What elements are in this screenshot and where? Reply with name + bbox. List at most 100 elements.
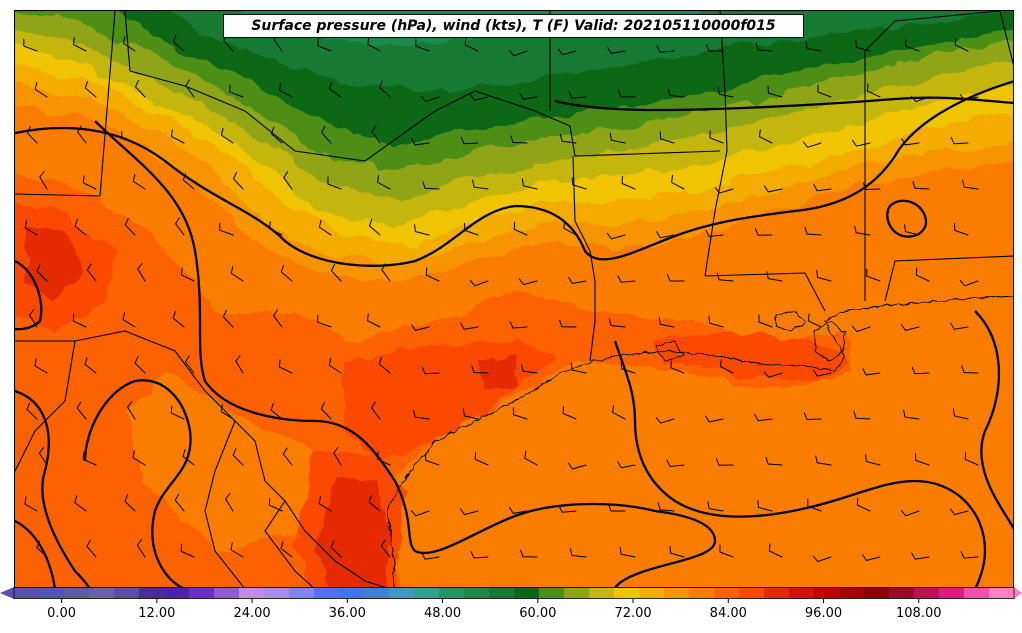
colorbar-swatch <box>689 587 715 599</box>
colorbar-over-arrow <box>1014 587 1022 599</box>
wind-barb <box>520 364 538 374</box>
wind-barb <box>283 171 293 190</box>
wind-barb <box>949 508 969 516</box>
wind-barb <box>817 84 832 98</box>
colorbar-tick-label: 48.00 <box>423 606 462 621</box>
wind-barb <box>900 324 920 331</box>
wind-barb <box>807 313 822 328</box>
wind-barb <box>328 358 342 374</box>
wind-barb <box>282 447 293 466</box>
wind-barb <box>378 356 391 374</box>
colorbar-tick-label: 60.00 <box>519 606 557 621</box>
wind-barb <box>26 126 38 144</box>
wind-barb <box>425 267 440 282</box>
pressure-contours <box>15 80 1013 587</box>
border-red-river <box>129 70 571 162</box>
wind-barb <box>903 409 920 420</box>
colorbar-swatch <box>239 587 265 599</box>
wind-barb <box>26 402 38 420</box>
wind-barb <box>766 271 783 282</box>
wind-barb <box>854 225 871 236</box>
colorbar-swatch <box>364 587 390 599</box>
wind-barb <box>519 92 538 100</box>
isobar-ms-valley <box>554 96 1013 112</box>
isobar-gulf-east <box>613 340 987 587</box>
wind-barb <box>280 541 293 558</box>
border-mexico-states-3 <box>264 500 314 587</box>
wind-barb <box>34 82 48 98</box>
colorbar-tick-label: 12.00 <box>138 606 176 621</box>
wind-barb <box>524 450 538 466</box>
border-ar-la <box>569 125 721 157</box>
wind-barb <box>279 83 293 98</box>
wind-barb <box>618 89 636 98</box>
wind-barb <box>856 497 871 512</box>
wind-barb <box>469 280 489 287</box>
wind-barb <box>232 448 244 466</box>
wind-barb <box>72 37 87 52</box>
wind-barb <box>172 311 185 328</box>
wind-barb <box>705 229 724 238</box>
wind-barb <box>38 447 48 466</box>
wind-barb <box>124 218 136 236</box>
wind-barb <box>421 552 440 560</box>
wind-barb <box>559 319 577 328</box>
colorbar-swatch <box>914 587 940 599</box>
colorbar-swatch <box>339 587 365 599</box>
wind-barb <box>82 175 97 190</box>
wind-barb <box>232 172 244 190</box>
wind-barb <box>172 34 185 52</box>
wind-barb <box>708 315 724 328</box>
wind-barb <box>469 94 489 101</box>
colorbar-tick-label: 0.00 <box>47 606 77 621</box>
wind-barb <box>567 462 587 470</box>
wind-barb <box>866 83 881 98</box>
border-ga-fl-east <box>999 11 1013 66</box>
isobar-far-east <box>974 310 1013 530</box>
wind-barb <box>132 174 146 190</box>
wind-barb <box>905 38 920 52</box>
wind-barb <box>180 543 195 558</box>
bay-2 <box>654 340 684 362</box>
wind-barb <box>381 263 391 282</box>
wind-barb <box>657 502 675 512</box>
wind-barb <box>320 402 332 420</box>
wind-barb <box>420 95 440 103</box>
wind-barb <box>474 451 489 466</box>
wind-barb <box>900 510 920 517</box>
wind-barb <box>521 178 538 190</box>
wind-barb <box>805 41 822 52</box>
colorbar-swatch <box>14 587 40 599</box>
wind-barb <box>86 539 97 558</box>
wind-barb <box>24 496 38 512</box>
isobar-sw-corner <box>15 519 56 587</box>
wind-barb <box>333 447 342 466</box>
colorbar-swatch <box>539 587 565 599</box>
wind-barb <box>571 177 587 190</box>
wind-barb <box>368 218 381 236</box>
wind-barb <box>462 408 479 420</box>
wind-barb <box>122 35 136 52</box>
wind-barb <box>72 313 87 328</box>
wind-barb <box>82 451 97 466</box>
wind-barb <box>861 554 881 561</box>
colorbar-swatch <box>589 587 615 599</box>
border-mississippi-river <box>704 11 728 277</box>
wind-barb <box>124 494 136 512</box>
wind-barb <box>520 549 538 558</box>
colorbar <box>0 587 1022 603</box>
wind-barb <box>557 48 577 56</box>
wind-barb <box>509 506 528 514</box>
wind-barb <box>84 80 97 98</box>
temperature-fill <box>15 11 1013 587</box>
wind-barb <box>182 172 195 190</box>
wind-barb <box>804 226 822 236</box>
colorbar-swatch <box>514 587 540 599</box>
border-mexico-states-1 <box>15 340 76 472</box>
wind-barb <box>568 276 587 284</box>
wind-barb <box>170 129 185 144</box>
wind-barb <box>185 79 195 98</box>
wind-barb <box>763 371 783 378</box>
isobar-north <box>15 80 1013 267</box>
wind-barb <box>510 135 528 144</box>
